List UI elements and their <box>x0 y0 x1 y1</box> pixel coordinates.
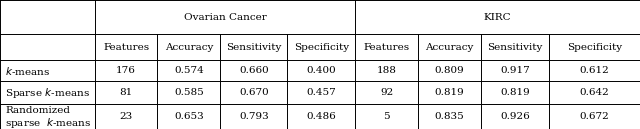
Text: 0.457: 0.457 <box>307 88 336 97</box>
Text: Sparse $k$-means: Sparse $k$-means <box>5 86 90 100</box>
Text: $k$-means: $k$-means <box>5 65 51 77</box>
Text: 0.400: 0.400 <box>307 66 336 75</box>
Text: 0.670: 0.670 <box>239 88 269 97</box>
Text: Features: Features <box>364 43 410 52</box>
Text: Accuracy: Accuracy <box>425 43 474 52</box>
Text: 0.486: 0.486 <box>307 112 336 121</box>
Text: 0.642: 0.642 <box>580 88 609 97</box>
Text: 0.835: 0.835 <box>435 112 464 121</box>
Text: 92: 92 <box>380 88 393 97</box>
Text: 0.585: 0.585 <box>174 88 204 97</box>
Text: 5: 5 <box>383 112 390 121</box>
Text: Specificity: Specificity <box>294 43 349 52</box>
Text: Ovarian Cancer: Ovarian Cancer <box>184 13 266 22</box>
Text: Randomized: Randomized <box>5 106 70 115</box>
Text: Specificity: Specificity <box>567 43 622 52</box>
Text: 0.819: 0.819 <box>500 88 530 97</box>
Text: 0.574: 0.574 <box>174 66 204 75</box>
Text: 81: 81 <box>120 88 132 97</box>
Text: KIRC: KIRC <box>484 13 511 22</box>
Text: 23: 23 <box>120 112 132 121</box>
Text: Sensitivity: Sensitivity <box>487 43 543 52</box>
Text: 0.809: 0.809 <box>435 66 464 75</box>
Text: 0.793: 0.793 <box>239 112 269 121</box>
Text: 176: 176 <box>116 66 136 75</box>
Text: 0.926: 0.926 <box>500 112 530 121</box>
Text: Sensitivity: Sensitivity <box>226 43 282 52</box>
Text: 0.917: 0.917 <box>500 66 530 75</box>
Text: sparse  $k$-means: sparse $k$-means <box>5 116 92 129</box>
Text: 188: 188 <box>376 66 397 75</box>
Text: 0.653: 0.653 <box>174 112 204 121</box>
Text: 0.612: 0.612 <box>580 66 609 75</box>
Text: 0.819: 0.819 <box>435 88 464 97</box>
Text: Accuracy: Accuracy <box>164 43 213 52</box>
Text: Features: Features <box>103 43 149 52</box>
Text: 0.672: 0.672 <box>580 112 609 121</box>
Text: 0.660: 0.660 <box>239 66 269 75</box>
